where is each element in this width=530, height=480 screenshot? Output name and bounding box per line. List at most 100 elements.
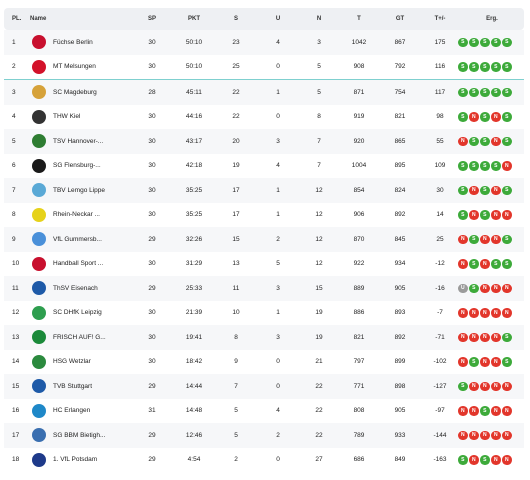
- result-badge[interactable]: N: [480, 234, 490, 244]
- result-badge[interactable]: S: [469, 357, 479, 367]
- result-badge[interactable]: N: [491, 210, 501, 220]
- result-badge[interactable]: S: [502, 112, 512, 122]
- col-header-tpm[interactable]: T+/-: [434, 16, 446, 22]
- result-badge[interactable]: N: [491, 136, 501, 146]
- result-badge[interactable]: S: [458, 62, 468, 72]
- result-badge[interactable]: S: [469, 283, 479, 293]
- result-badge[interactable]: N: [491, 381, 501, 391]
- result-badge[interactable]: S: [480, 210, 490, 220]
- result-badge[interactable]: S: [502, 87, 512, 97]
- table-row[interactable]: 6 SG Flensburg-... 30 42:18 19 4 7 1004 895 109 S S…: [4, 154, 524, 179]
- table-row[interactable]: 15 TVB Stuttgart 29 14:44 7 0 22 771 898 -127 S N N N…: [4, 374, 524, 399]
- result-badge[interactable]: N: [491, 455, 501, 465]
- result-badge[interactable]: N: [480, 283, 490, 293]
- result-badge[interactable]: S: [469, 62, 479, 72]
- result-badge[interactable]: N: [502, 308, 512, 318]
- col-header-s[interactable]: S: [233, 16, 238, 22]
- result-badge[interactable]: S: [502, 357, 512, 367]
- result-badge[interactable]: N: [469, 185, 479, 195]
- result-badge[interactable]: N: [458, 332, 468, 342]
- table-row[interactable]: 13 FRISCH AUF! G... 30 19:41 8 3 19 821 892 -71 N N…: [4, 325, 524, 350]
- col-header-pkt[interactable]: PKT: [188, 16, 200, 22]
- result-badge[interactable]: S: [469, 259, 479, 269]
- result-badge[interactable]: N: [469, 210, 479, 220]
- result-badge[interactable]: S: [502, 234, 512, 244]
- table-row[interactable]: 3 SC Magdeburg 28 45:11 22 1 5 871 754 117 S S S S S: [4, 80, 524, 105]
- result-badge[interactable]: S: [491, 87, 501, 97]
- result-badge[interactable]: S: [469, 37, 479, 47]
- table-row[interactable]: 12 SC DHfK Leipzig 30 21:39 10 1 19 886 893 -7 N N N…: [4, 301, 524, 326]
- result-badge[interactable]: S: [469, 136, 479, 146]
- result-badge[interactable]: S: [458, 381, 468, 391]
- result-badge[interactable]: N: [502, 283, 512, 293]
- result-badge[interactable]: N: [458, 406, 468, 416]
- table-row[interactable]: 17 SG BBM Bietigh... 29 12:46 5 2 22 789 933 -144…: [4, 423, 524, 448]
- result-badge[interactable]: S: [491, 62, 501, 72]
- result-badge[interactable]: N: [458, 234, 468, 244]
- result-badge[interactable]: N: [480, 259, 490, 269]
- result-badge[interactable]: S: [491, 259, 501, 269]
- result-badge[interactable]: S: [480, 62, 490, 72]
- col-header-n[interactable]: N: [316, 16, 322, 22]
- result-badge[interactable]: N: [491, 283, 501, 293]
- result-badge[interactable]: N: [491, 308, 501, 318]
- result-badge[interactable]: N: [469, 381, 479, 391]
- result-badge[interactable]: S: [491, 37, 501, 47]
- result-badge[interactable]: N: [469, 430, 479, 440]
- result-badge[interactable]: S: [480, 136, 490, 146]
- table-row[interactable]: 8 Rhein-Neckar ... 30 35:25 17 1 12 906 892 14 S N S…: [4, 203, 524, 228]
- result-badge[interactable]: S: [502, 62, 512, 72]
- result-badge[interactable]: N: [502, 381, 512, 391]
- result-badge[interactable]: N: [491, 234, 501, 244]
- result-badge[interactable]: N: [491, 430, 501, 440]
- result-badge[interactable]: N: [502, 406, 512, 416]
- result-badge[interactable]: S: [469, 87, 479, 97]
- result-badge[interactable]: N: [480, 332, 490, 342]
- result-badge[interactable]: S: [458, 37, 468, 47]
- result-badge[interactable]: N: [458, 308, 468, 318]
- table-row[interactable]: 2 MT Melsungen 30 50:10 25 0 5 908 792 116 S S S S S: [4, 55, 524, 80]
- col-header-t[interactable]: T: [357, 16, 361, 22]
- result-badge[interactable]: S: [480, 112, 490, 122]
- table-row[interactable]: 1 Füchse Berlin 30 50:10 23 4 3 1042 867 175 S S S S S: [4, 30, 524, 55]
- result-badge[interactable]: N: [469, 455, 479, 465]
- result-badge[interactable]: N: [469, 406, 479, 416]
- result-badge[interactable]: N: [469, 308, 479, 318]
- result-badge[interactable]: S: [480, 406, 490, 416]
- result-badge[interactable]: U: [458, 283, 468, 293]
- table-row[interactable]: 18 1. VfL Potsdam 29 4:54 2 0 27 686 849 -163 S N S N…: [4, 448, 524, 473]
- table-row[interactable]: 11 ThSV Eisenach 29 25:33 11 3 15 889 905 -16 U S N N…: [4, 276, 524, 301]
- result-badge[interactable]: N: [491, 332, 501, 342]
- col-header-sp[interactable]: SP: [147, 16, 156, 22]
- table-row[interactable]: 10 Handball Sport ... 30 31:29 13 5 12 922 934 -1…: [4, 252, 524, 277]
- result-badge[interactable]: S: [469, 161, 479, 171]
- table-row[interactable]: 7 TBV Lemgo Lippe 30 35:25 17 1 12 854 824 30 S N S N…: [4, 178, 524, 203]
- result-badge[interactable]: S: [502, 185, 512, 195]
- result-badge[interactable]: N: [491, 406, 501, 416]
- result-badge[interactable]: S: [458, 185, 468, 195]
- result-badge[interactable]: N: [469, 112, 479, 122]
- result-badge[interactable]: N: [480, 381, 490, 391]
- result-badge[interactable]: S: [491, 161, 501, 171]
- col-header-pl[interactable]: PL.: [12, 16, 22, 22]
- result-badge[interactable]: N: [480, 430, 490, 440]
- result-badge[interactable]: S: [458, 112, 468, 122]
- col-header-gt[interactable]: GT: [395, 16, 405, 22]
- table-row[interactable]: 14 HSG Wetzlar 30 18:42 9 0 21 797 899 -102 N S N N S: [4, 350, 524, 375]
- result-badge[interactable]: N: [491, 185, 501, 195]
- table-row[interactable]: 4 THW Kiel 30 44:16 22 0 8 919 821 98 S N S N S: [4, 105, 524, 130]
- col-header-u[interactable]: U: [275, 16, 281, 22]
- result-badge[interactable]: S: [480, 161, 490, 171]
- result-badge[interactable]: S: [458, 455, 468, 465]
- result-badge[interactable]: S: [458, 87, 468, 97]
- table-row[interactable]: 9 VfL Gummersb... 29 32:26 15 2 12 870 845 25 N S N N…: [4, 227, 524, 252]
- result-badge[interactable]: S: [502, 37, 512, 47]
- result-badge[interactable]: S: [469, 234, 479, 244]
- table-row[interactable]: 5 TSV Hannover-... 30 43:17 20 3 7 920 865 55 N S S N…: [4, 129, 524, 154]
- result-badge[interactable]: N: [480, 357, 490, 367]
- result-badge[interactable]: S: [480, 185, 490, 195]
- result-badge[interactable]: N: [458, 136, 468, 146]
- result-badge[interactable]: S: [480, 87, 490, 97]
- result-badge[interactable]: S: [502, 332, 512, 342]
- result-badge[interactable]: N: [458, 357, 468, 367]
